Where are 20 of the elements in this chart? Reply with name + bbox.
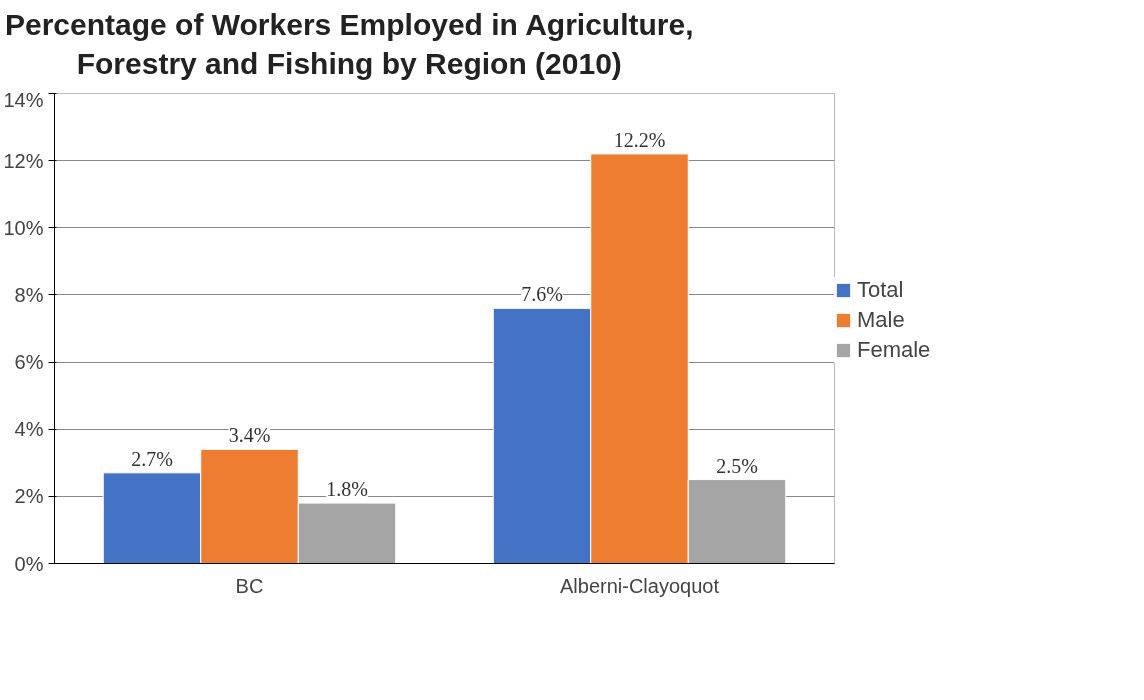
y-tick-label: 4% (14, 418, 44, 441)
y-tick-label: 6% (14, 351, 44, 374)
data-label: 3.4% (228, 424, 271, 447)
chart-title: Percentage of Workers Employed in Agriculture, Forestry and Fishing by Region (2010) (5, 7, 694, 82)
y-tick-label: 2% (14, 485, 44, 508)
legend-label: Male (857, 307, 905, 333)
y-tick-label: 0% (14, 552, 44, 575)
y-tick-label: 10% (3, 216, 44, 239)
data-label: 2.7% (131, 447, 173, 470)
legend-label: Female (857, 337, 931, 363)
y-tick-label: 14% (3, 88, 44, 111)
x-tick-label: BC (235, 574, 264, 597)
data-label: 2.5% (716, 454, 758, 477)
data-label: 1.8% (326, 478, 368, 501)
legend-label: Total (857, 277, 904, 303)
x-tick-label: Alberni-Clayoquot (560, 574, 720, 597)
data-label: 12.2% (613, 128, 666, 151)
data-label: 7.6% (521, 283, 563, 306)
y-tick-label: 12% (3, 149, 44, 172)
y-tick-label: 8% (14, 283, 44, 306)
